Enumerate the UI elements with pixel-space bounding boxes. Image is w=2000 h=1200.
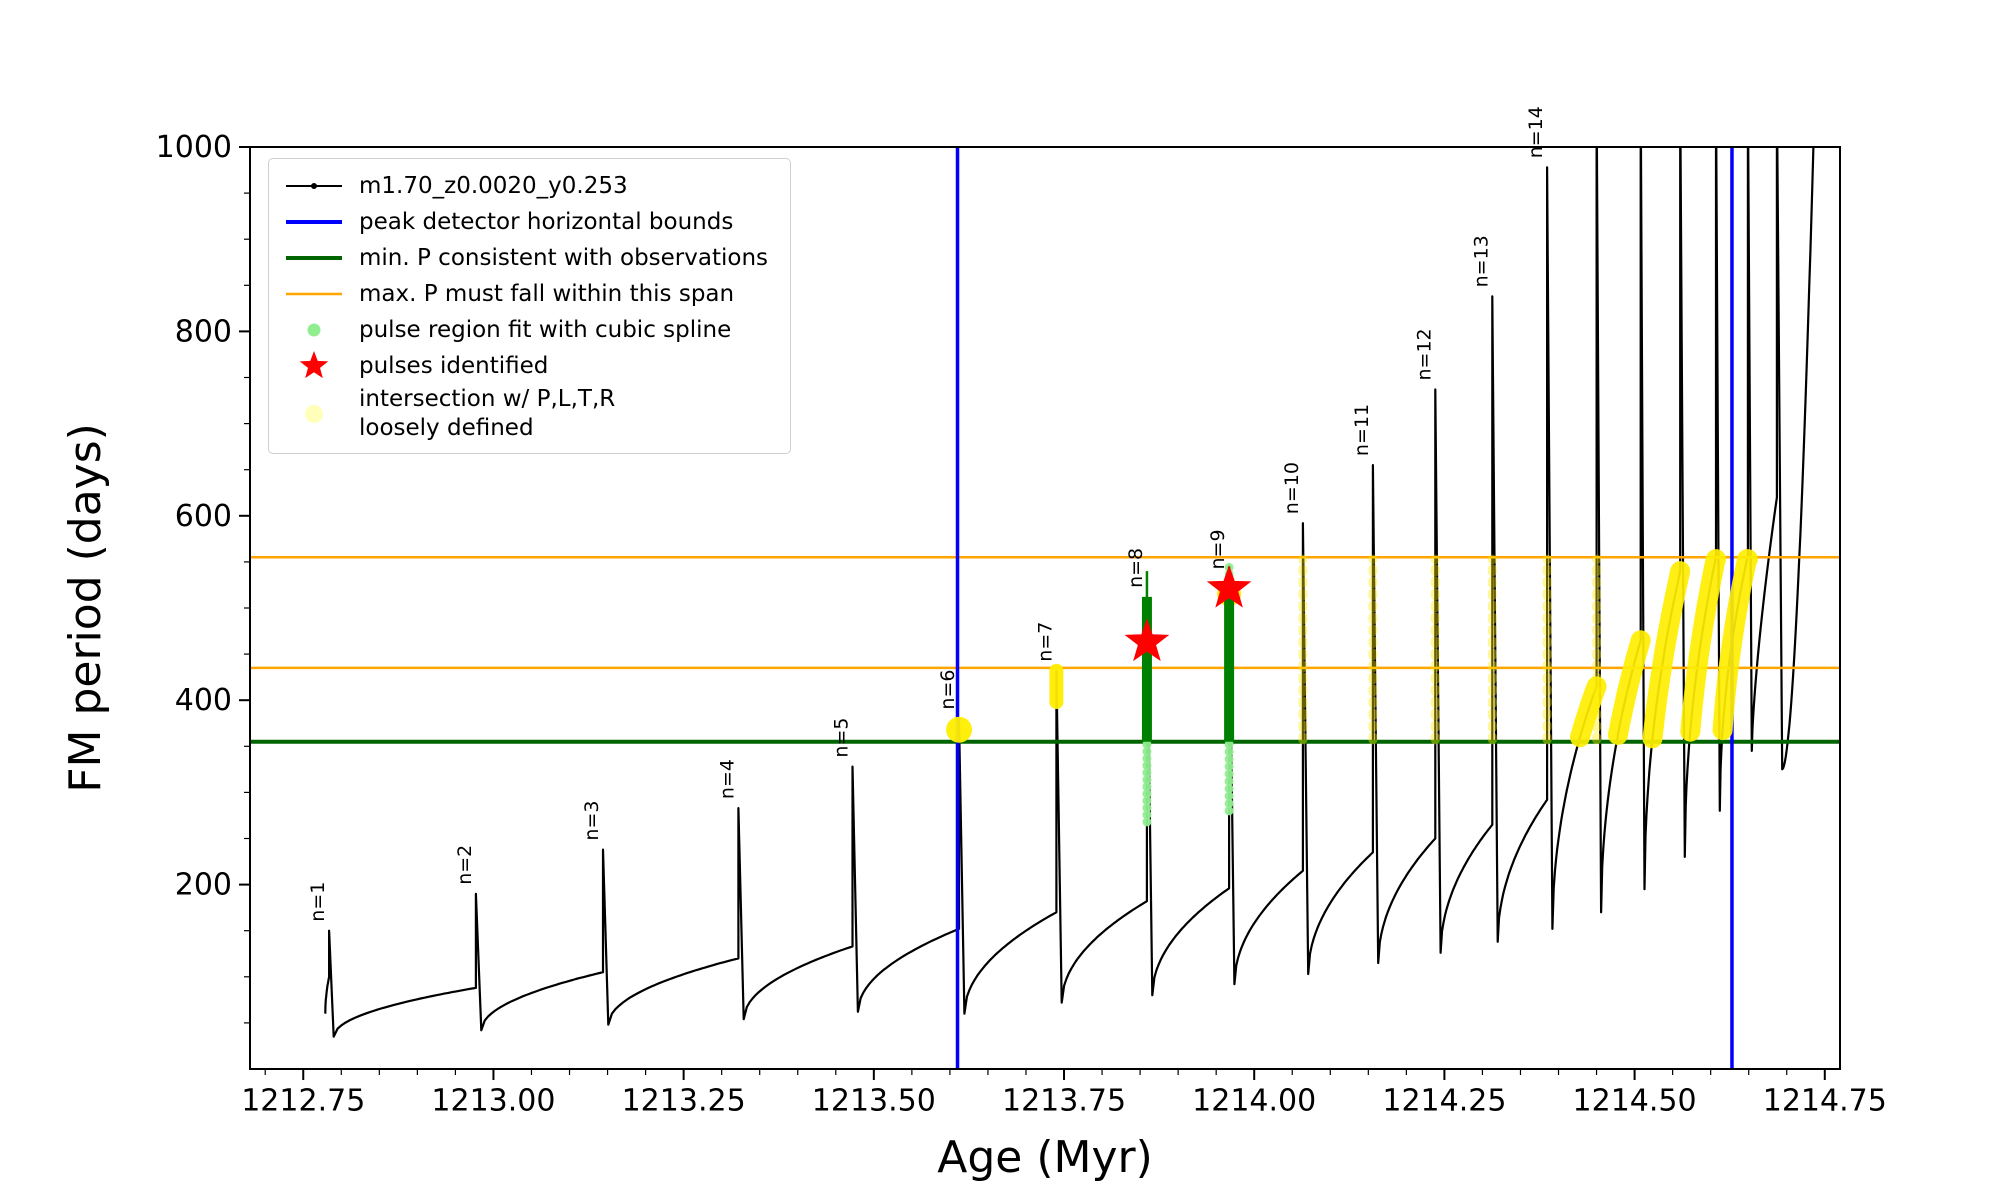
pulse-number-label: n=13 [1470,235,1492,287]
pulse-number-label: n=3 [581,801,603,841]
legend-item-3: max. P must fall within this span [281,277,768,311]
legend-marker-line-icon [281,277,347,311]
pulse-number-label: n=14 [1525,106,1547,158]
y-tick-label: 400 [175,683,232,718]
pulse-number-label: n=1 [307,882,329,922]
legend-label: m1.70_z0.0020_y0.253 [359,172,628,199]
y-tick-label: 600 [175,499,232,534]
pulse-number-label: n=11 [1351,404,1373,456]
detection-overlays [946,549,1758,827]
y-tick-label: 200 [175,868,232,903]
plot-border [249,146,1841,1070]
pulse-star [1206,565,1252,608]
pulse-number-labels: n=1 n=2 n=3 n=4 n=5 n=6 n=7 n=8 n=9 n=10 n=11 n=12 n… [307,106,1547,922]
x-tick-label: 1214.00 [1192,1084,1316,1119]
pulse-number-label: n=5 [831,718,853,758]
x-tick-label: 1214.50 [1573,1084,1697,1119]
spline-fit-dot-column [1224,739,1234,816]
legend-marker-line-dot-icon [281,169,347,203]
legend-marker-dot-pale-icon [281,397,347,431]
legend-marker-line-icon [281,241,347,275]
x-tick-label: 1213.00 [431,1084,555,1119]
x-axis-label: Age (Myr) [937,1132,1153,1183]
x-tick-label: 1212.75 [241,1084,365,1119]
legend-item-0: m1.70_z0.0020_y0.253 [281,169,768,203]
legend-item-4: pulse region fit with cubic spline [281,313,768,347]
y-axis-label: FM period (days) [60,423,111,793]
intersection-arc [1570,676,1607,748]
legend-item-2: min. P consistent with observations [281,241,768,275]
pulse-number-label: n=12 [1413,328,1435,380]
y-tick-label: 800 [175,314,232,349]
legend-label: intersection w/ P,L,T,R loosely defined [359,386,616,441]
y-tick-label: 1000 [156,130,232,165]
pulse-number-label: n=8 [1125,548,1147,588]
intersection-arc [1712,549,1758,741]
intersection-blob [946,716,973,743]
pulse-number-label: n=9 [1207,529,1229,569]
x-tick-label: 1213.50 [812,1084,936,1119]
legend-label: max. P must fall within this span [359,280,735,307]
x-tick-label: 1214.25 [1382,1084,1506,1119]
intersection-arc [1680,549,1726,742]
x-tick-label: 1213.25 [622,1084,746,1119]
pulse-number-label: n=6 [937,670,959,710]
legend-marker-dot-icon [281,313,347,347]
axes-spines [249,146,1841,1070]
pulse-star [1124,618,1170,662]
legend-label: pulse region fit with cubic spline [359,316,732,343]
intersection-arc [1642,561,1691,749]
legend-item-5: pulses identified [281,349,768,383]
x-tick-label: 1213.75 [1002,1084,1126,1119]
legend-item-6: intersection w/ P,L,T,R loosely defined [281,385,768,443]
legend-marker-star-icon [281,349,347,383]
pulse-number-label: n=2 [454,845,476,885]
legend-label: pulses identified [359,352,549,379]
x-tick-label: 1214.75 [1763,1084,1887,1119]
legend-label: peak detector horizontal bounds [359,208,734,235]
legend-item-1: peak detector horizontal bounds [281,205,768,239]
spline-fit-dot-column [1142,739,1152,827]
legend-marker-line-icon [281,205,347,239]
pulse-number-label: n=4 [716,759,738,799]
intersection-arc [1607,630,1651,745]
pulse-number-label: n=10 [1281,462,1303,514]
axis-ticks: 1212.75 1213.00 1213.25 1213.50 1213.75 1214.… [156,130,1887,1119]
pulse-number-label: n=7 [1034,622,1056,662]
legend-label: min. P consistent with observations [359,244,769,271]
